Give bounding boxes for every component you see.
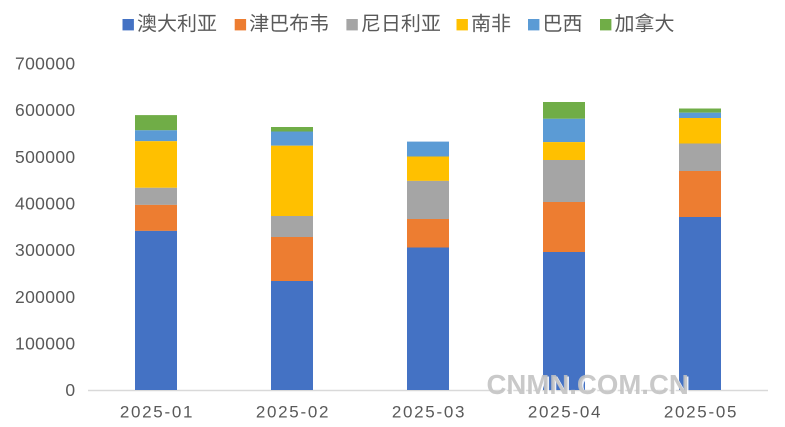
svg-text:2025-03: 2025-03 (392, 402, 466, 421)
svg-text:CNMN.COM.CN: CNMN.COM.CN (488, 370, 690, 401)
svg-text:0: 0 (65, 380, 75, 400)
svg-text:CNMN.COM.CN: CNMN.COM.CN (487, 369, 689, 400)
svg-text:2025-05: 2025-05 (664, 402, 738, 421)
svg-text:100000: 100000 (15, 334, 76, 354)
svg-text:2025-04: 2025-04 (528, 402, 602, 421)
svg-text:2025-01: 2025-01 (120, 402, 194, 421)
svg-text:2025-02: 2025-02 (256, 402, 330, 421)
svg-text:500000: 500000 (15, 147, 76, 167)
svg-text:200000: 200000 (15, 287, 76, 307)
svg-text:400000: 400000 (15, 194, 76, 214)
svg-text:700000: 700000 (15, 54, 76, 74)
svg-text:300000: 300000 (15, 240, 76, 260)
svg-text:600000: 600000 (15, 100, 76, 120)
